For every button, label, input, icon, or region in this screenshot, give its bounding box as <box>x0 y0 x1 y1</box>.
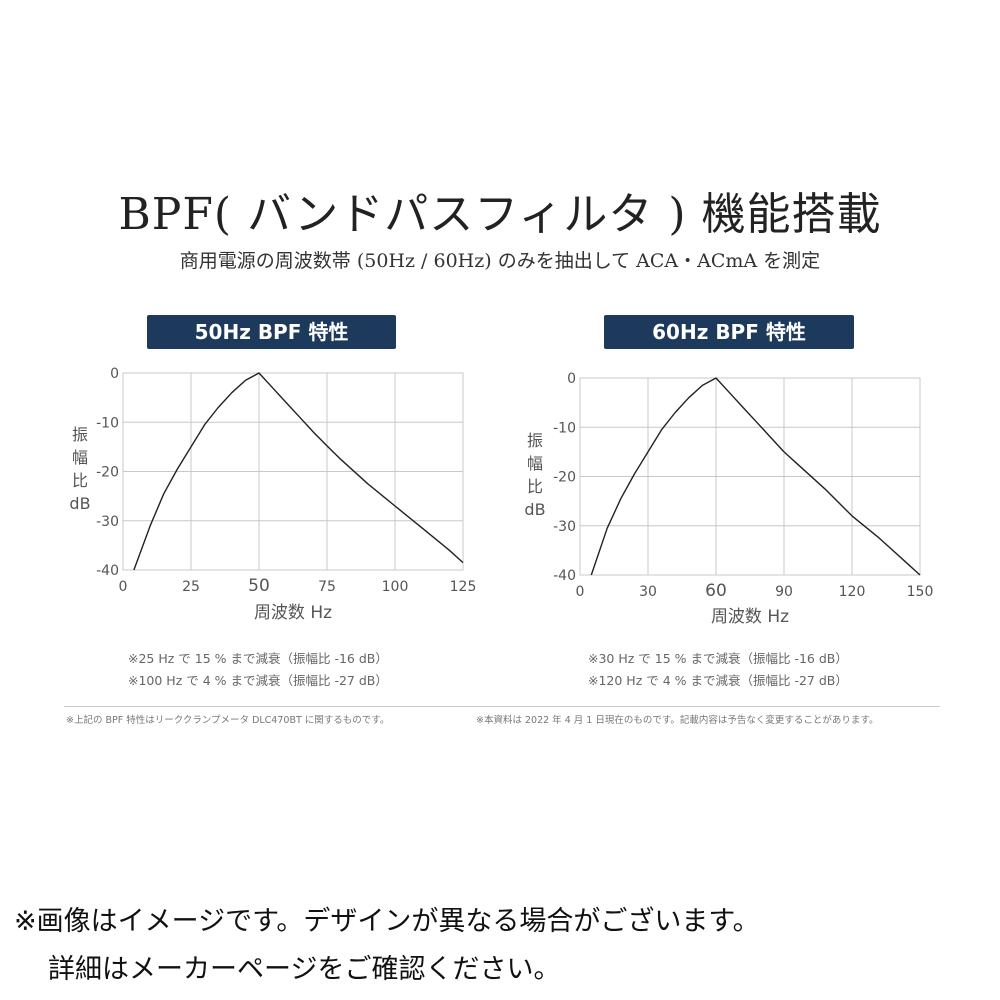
y-tick-label: -20 <box>553 470 576 486</box>
y-axis-label: 比 <box>527 477 543 496</box>
x-axis-label: 周波数 Hz <box>254 603 332 623</box>
y-axis-label: 幅 <box>72 448 88 467</box>
note-line: ※100 Hz で 4 % まで減衰（振幅比 -27 dB） <box>128 673 388 688</box>
notes-60hz: ※30 Hz で 15 % まで減衰（振幅比 -16 dB） ※120 Hz で… <box>588 648 848 692</box>
x-tick-label: 60 <box>705 581 727 601</box>
x-tick-label: 150 <box>907 584 934 600</box>
x-tick-label: 50 <box>248 576 270 596</box>
y-tick-label: -10 <box>553 420 576 436</box>
note-line: ※120 Hz で 4 % まで減衰（振幅比 -27 dB） <box>588 673 848 688</box>
footnote-left: ※上記の BPF 特性はリーククランプメータ DLC470BT に関するものです… <box>66 715 390 726</box>
y-axis-label: 幅 <box>527 454 543 473</box>
y-tick-label: -40 <box>553 568 576 584</box>
y-axis-label: 振 <box>72 425 88 444</box>
x-tick-label: 120 <box>839 584 866 600</box>
x-tick-label: 125 <box>450 579 477 595</box>
disclaimer-line-2: 詳細はメーカーページをご確認ください。 <box>48 954 561 985</box>
series-line <box>133 372 464 571</box>
series-line <box>590 377 921 576</box>
x-tick-label: 0 <box>576 584 585 600</box>
disclaimer-line-1: ※画像はイメージです。デザインが異なる場合がございます。 <box>14 906 760 937</box>
y-axis-label: dB <box>69 494 90 513</box>
footnote-right: ※本資料は 2022 年 4 月 1 日現在のものです。記載内容は予告なく変更す… <box>476 715 879 726</box>
y-tick-label: -30 <box>553 519 576 535</box>
y-axis-label: 比 <box>72 471 88 490</box>
chart-title-50hz: 50Hz BPF 特性 <box>147 315 396 349</box>
y-tick-label: 0 <box>567 371 576 387</box>
x-tick-label: 75 <box>318 579 336 595</box>
y-tick-label: 0 <box>110 366 119 382</box>
page-subtitle: 商用電源の周波数帯 (50Hz / 60Hz) のみを抽出して ACA・ACmA… <box>179 250 821 272</box>
x-tick-label: 25 <box>182 579 200 595</box>
page-title: BPF( バンドパスフィルタ ) 機能搭載 <box>118 189 882 240</box>
y-tick-label: -40 <box>96 563 119 579</box>
x-tick-label: 90 <box>775 584 793 600</box>
y-axis-label: dB <box>524 500 545 519</box>
divider <box>64 706 940 707</box>
notes-50hz: ※25 Hz で 15 % まで減衰（振幅比 -16 dB） ※100 Hz で… <box>128 648 388 692</box>
x-tick-label: 100 <box>382 579 409 595</box>
note-line: ※30 Hz で 15 % まで減衰（振幅比 -16 dB） <box>588 651 848 666</box>
y-tick-label: -30 <box>96 514 119 530</box>
note-line: ※25 Hz で 15 % まで減衰（振幅比 -16 dB） <box>128 651 388 666</box>
x-tick-label: 0 <box>119 579 128 595</box>
x-tick-label: 30 <box>639 584 657 600</box>
x-axis-label: 周波数 Hz <box>711 607 789 627</box>
image-disclaimer: ※画像はイメージです。デザインが異なる場合がございます。 詳細はメーカーページを… <box>14 898 760 994</box>
y-axis-label: 振 <box>527 431 543 450</box>
y-tick-label: -20 <box>96 465 119 481</box>
y-tick-label: -10 <box>96 415 119 431</box>
chart-title-60hz: 60Hz BPF 特性 <box>604 315 854 349</box>
